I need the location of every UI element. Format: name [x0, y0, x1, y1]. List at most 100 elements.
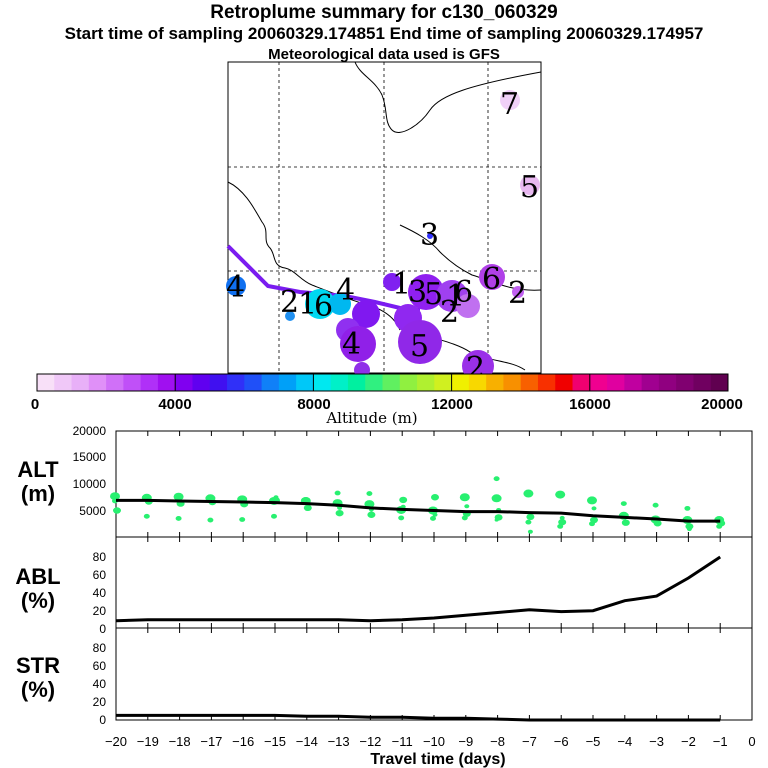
map-day-label: 2: [508, 276, 527, 311]
str-tick-label: 80: [93, 641, 107, 655]
alt-tick-label: 15000: [73, 450, 107, 464]
plume-circle: [500, 90, 520, 110]
x-tick-label: −6: [554, 734, 569, 749]
colorbar-cell: [88, 374, 107, 391]
colorbar-cell: [537, 374, 556, 391]
alt-cluster-dot: [555, 490, 566, 499]
alt-cluster-dot: [302, 496, 309, 502]
map-panel: 7 5 3 6 2 4 2 1 6 4 1 3 5 1 4 5 2 6 2: [226, 61, 542, 386]
x-tick-label: −1: [713, 734, 728, 749]
alt-cluster-dot: [491, 494, 502, 503]
plume-circle: [383, 273, 401, 291]
map-day-label: 1: [392, 267, 411, 302]
plume-circle: [226, 276, 246, 296]
x-tick-label: −19: [137, 734, 159, 749]
colorbar-cell: [710, 374, 729, 391]
x-tick-label: −4: [617, 734, 632, 749]
alt-cluster-dot: [716, 524, 723, 529]
alt-cluster-dot: [464, 504, 470, 509]
map-day-label: 6: [454, 275, 473, 310]
plume-circle: [520, 175, 540, 195]
colorbar-cell: [434, 374, 453, 391]
x-axis-label: Travel time (days): [370, 751, 505, 768]
alt-cluster-dot: [271, 513, 277, 519]
plume-circle: [408, 274, 444, 310]
alt-cluster-dot: [684, 505, 691, 511]
alt-cluster-dot: [173, 492, 184, 501]
abl-panel: ABL (%) 0 20 40 60 80: [15, 536, 753, 636]
alt-cluster-dot: [113, 507, 121, 514]
colorbar-cell: [641, 374, 660, 391]
map-day-label: 2: [440, 295, 459, 330]
alt-tick-label: 20000: [73, 424, 107, 438]
alt-cluster-dot: [273, 495, 279, 500]
colorbar-cell: [313, 374, 332, 391]
x-tick-label: −8: [490, 734, 505, 749]
alt-cluster-dot: [620, 501, 627, 507]
alt-cluster-dot: [686, 527, 692, 532]
plume-circle: [329, 293, 351, 315]
abl-tick-label: 80: [93, 550, 107, 564]
alt-cluster-dot: [432, 512, 438, 517]
map-day-labels: 7 5 3 6 2 4 2 1 6 4 1 3 5 1 4 5 2 6 2: [226, 87, 539, 386]
alt-cluster-dot: [523, 489, 534, 498]
colorbar-cell: [71, 374, 90, 391]
plume-circle: [352, 300, 380, 328]
x-tick-label: −7: [522, 734, 537, 749]
alt-cluster-dot: [239, 517, 246, 522]
colorbar-tick-label: 0: [31, 396, 39, 413]
abl-tick-label: 60: [93, 568, 107, 582]
x-tick-label: −13: [328, 734, 350, 749]
colorbar-tick-label: 16000: [569, 396, 611, 413]
plume-circle: [398, 320, 442, 364]
colorbar-cell: [106, 374, 124, 391]
colorbar-cell: [278, 374, 297, 391]
colorbar-tick-label: 4000: [158, 396, 191, 413]
colorbar-cell: [572, 374, 591, 391]
colorbar-cell: [37, 374, 55, 391]
alt-tick-label: 10000: [73, 477, 107, 491]
colorbar-tick-label: 8000: [297, 396, 330, 413]
x-tick-label: −15: [264, 734, 286, 749]
str-tick-label: 60: [93, 659, 107, 673]
map-day-label: 3: [420, 218, 439, 253]
colorbar-cell: [417, 374, 435, 391]
x-tick-label: −12: [359, 734, 381, 749]
abl-tick-label: 0: [99, 622, 106, 636]
str-line: [116, 713, 721, 722]
colorbar: 0 4000 8000 12000 16000 20000 Altitude (…: [31, 373, 743, 427]
map-day-label: 4: [342, 327, 361, 362]
chart-title: Retroplume summary for c130_060329: [210, 2, 558, 23]
alt-cluster-dot: [652, 502, 659, 508]
x-tick-label: −18: [169, 734, 191, 749]
alt-cluster-dot: [558, 518, 567, 526]
colorbar-cell: [209, 374, 228, 391]
x-tick-label: −14: [296, 734, 318, 749]
alt-cluster-dot: [303, 504, 312, 512]
alt-cluster-dot: [655, 522, 661, 527]
x-tick-label: −20: [105, 734, 127, 749]
x-tick-label: 0: [748, 734, 755, 749]
plume-circle: [305, 289, 335, 319]
colorbar-cell: [296, 374, 314, 391]
colorbar-tick-label: 12000: [431, 396, 473, 413]
map-day-label: 2: [280, 285, 299, 320]
x-tick-label: −9: [458, 734, 473, 749]
colorbar-cell: [244, 374, 263, 391]
alt-cluster-dot: [334, 490, 341, 496]
alt-cluster-dot: [557, 524, 564, 529]
colorbar-cell: [140, 374, 159, 391]
alt-cluster-dot: [143, 513, 150, 519]
abl-line: [115, 555, 722, 623]
alt-cluster-dot: [559, 515, 565, 520]
map-day-label: 7: [500, 87, 519, 122]
colorbar-cell: [175, 374, 193, 391]
plume-circle: [340, 326, 376, 362]
colorbar-cell: [399, 374, 418, 391]
alt-cluster-dot: [493, 476, 500, 482]
alt-cluster-dot: [621, 519, 630, 526]
colorbar-cell: [123, 374, 142, 391]
colorbar-cell: [658, 374, 677, 391]
x-tick-label: −5: [586, 734, 601, 749]
